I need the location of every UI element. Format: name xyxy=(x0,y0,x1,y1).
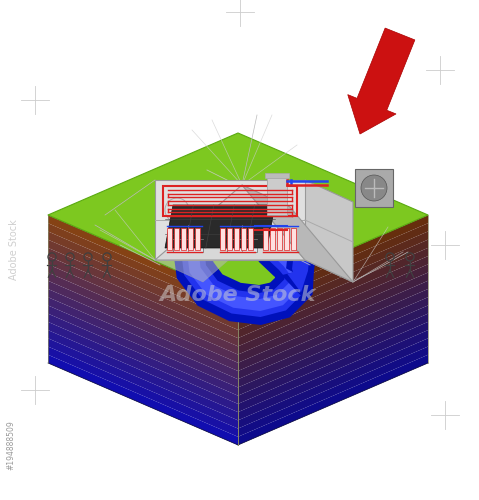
Polygon shape xyxy=(48,232,238,322)
Circle shape xyxy=(165,198,189,222)
Polygon shape xyxy=(155,185,305,260)
Polygon shape xyxy=(48,346,238,437)
Text: Adobe Stock: Adobe Stock xyxy=(9,220,19,280)
Bar xyxy=(241,228,246,250)
Bar xyxy=(220,228,225,250)
Bar xyxy=(163,186,297,216)
Polygon shape xyxy=(238,248,428,338)
Polygon shape xyxy=(238,232,428,322)
Polygon shape xyxy=(48,338,238,428)
Polygon shape xyxy=(181,222,307,317)
Polygon shape xyxy=(48,272,238,363)
Bar xyxy=(181,228,186,250)
Polygon shape xyxy=(48,240,238,330)
Polygon shape xyxy=(238,289,428,379)
Polygon shape xyxy=(48,223,238,314)
Polygon shape xyxy=(238,297,428,388)
Polygon shape xyxy=(48,306,238,396)
Polygon shape xyxy=(48,322,238,412)
Polygon shape xyxy=(238,281,428,371)
Circle shape xyxy=(361,175,387,201)
Polygon shape xyxy=(238,346,428,437)
Polygon shape xyxy=(48,289,238,379)
Polygon shape xyxy=(281,238,319,298)
Bar xyxy=(267,178,287,215)
Polygon shape xyxy=(48,215,238,305)
Polygon shape xyxy=(187,227,301,311)
Bar xyxy=(234,228,239,250)
Polygon shape xyxy=(48,330,238,420)
Bar xyxy=(195,228,200,250)
Polygon shape xyxy=(48,264,238,354)
Polygon shape xyxy=(238,272,428,363)
Polygon shape xyxy=(155,185,290,282)
Polygon shape xyxy=(155,180,305,260)
Bar xyxy=(355,169,393,207)
Polygon shape xyxy=(48,314,238,404)
Polygon shape xyxy=(165,205,275,248)
Polygon shape xyxy=(238,264,428,354)
Polygon shape xyxy=(238,306,428,396)
Polygon shape xyxy=(48,256,238,346)
Text: Adobe Stock: Adobe Stock xyxy=(160,285,316,305)
Polygon shape xyxy=(242,185,353,282)
Bar xyxy=(263,228,268,250)
Polygon shape xyxy=(238,355,428,445)
Polygon shape xyxy=(238,256,428,346)
Bar xyxy=(173,225,203,252)
Polygon shape xyxy=(238,240,428,330)
Bar xyxy=(227,225,257,252)
Bar xyxy=(284,228,289,250)
Polygon shape xyxy=(48,297,238,388)
Polygon shape xyxy=(305,180,353,282)
Bar xyxy=(188,228,193,250)
Polygon shape xyxy=(238,215,428,305)
Bar xyxy=(277,228,282,250)
Polygon shape xyxy=(48,248,238,338)
Bar xyxy=(265,173,289,178)
Polygon shape xyxy=(348,28,415,134)
Bar xyxy=(227,228,232,250)
Polygon shape xyxy=(48,281,238,371)
Bar xyxy=(167,228,172,250)
Bar xyxy=(270,228,275,250)
Polygon shape xyxy=(173,216,314,325)
Bar xyxy=(174,228,179,250)
Polygon shape xyxy=(238,223,428,314)
Bar xyxy=(248,228,253,250)
Polygon shape xyxy=(48,355,238,445)
Text: #194888509: #194888509 xyxy=(6,420,15,470)
Polygon shape xyxy=(48,133,428,297)
Bar xyxy=(291,228,296,250)
Polygon shape xyxy=(287,240,313,292)
Polygon shape xyxy=(238,338,428,428)
Polygon shape xyxy=(238,322,428,412)
Polygon shape xyxy=(238,330,428,420)
Polygon shape xyxy=(238,314,428,404)
